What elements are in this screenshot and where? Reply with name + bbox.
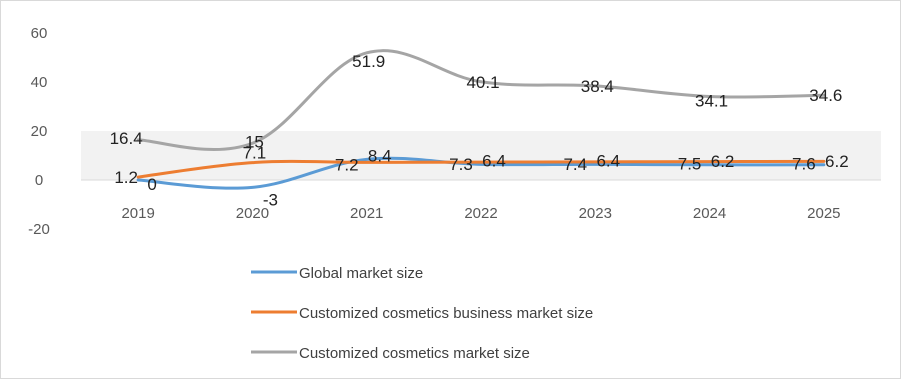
y-tick-label: -20 [28,221,50,238]
y-tick-label: 20 [31,123,48,140]
x-tick-label: 2021 [350,205,383,222]
legend-label-market: Customized cosmetics market size [299,345,530,362]
data-label-global: 0 [147,175,156,194]
y-tick-label: 60 [31,25,48,42]
data-label-global: 6.4 [596,151,620,170]
data-label-market: 34.6 [809,86,842,105]
data-label-global: 6.2 [825,152,849,171]
legend-label-business: Customized cosmetics business market siz… [299,305,593,322]
legend-label-global: Global market size [299,265,423,282]
data-label-global: 6.4 [482,151,506,170]
x-tick-label: 2022 [464,205,497,222]
x-tick-label: 2023 [579,205,612,222]
data-label-business: 7.3 [449,155,473,174]
series-line-market [136,49,826,151]
data-label-global: 6.2 [711,152,735,171]
data-label-market: 38.4 [581,77,614,96]
data-label-global: -3 [263,190,278,209]
data-label-global: 8.4 [368,146,392,165]
data-label-market: 15 [245,132,264,151]
y-tick-label: 40 [31,74,48,91]
data-label-business: 7.4 [563,155,587,174]
data-label-business: 7.1 [243,144,267,163]
data-label-business: 7.5 [678,155,702,174]
data-label-market: 51.9 [352,52,385,71]
data-label-market: 16.4 [110,129,143,148]
series-line-global [136,156,826,190]
data-label-business: 1.2 [114,168,138,187]
x-tick-label: 2025 [807,205,840,222]
x-tick-label: 2020 [236,205,269,222]
series-line-business [136,159,826,179]
data-label-business: 7.6 [792,154,816,173]
plot-band [81,131,881,180]
x-tick-label: 2019 [121,205,154,222]
data-label-market: 40.1 [466,73,499,92]
x-tick-label: 2024 [693,205,726,222]
data-label-market: 34.1 [695,91,728,110]
y-tick-label: 0 [35,172,43,189]
data-label-business: 7.2 [335,155,359,174]
